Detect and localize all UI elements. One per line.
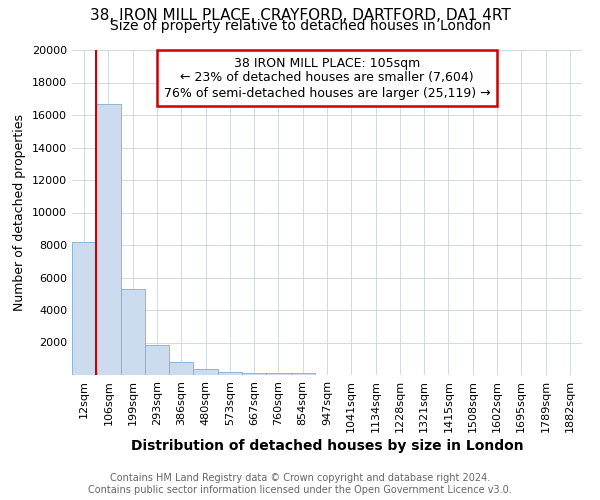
Bar: [96, 104, 121, 375]
Bar: [193, 369, 218, 375]
Bar: [266, 374, 290, 375]
Text: 38, IRON MILL PLACE, CRAYFORD, DARTFORD, DA1 4RT: 38, IRON MILL PLACE, CRAYFORD, DARTFORD,…: [89, 8, 511, 22]
X-axis label: Distribution of detached houses by size in London: Distribution of detached houses by size …: [131, 439, 523, 453]
Bar: [242, 373, 266, 375]
Text: 38 IRON MILL PLACE: 105sqm
← 23% of detached houses are smaller (7,604)
76% of s: 38 IRON MILL PLACE: 105sqm ← 23% of deta…: [164, 56, 490, 100]
Bar: [72, 242, 96, 375]
Text: Contains HM Land Registry data © Crown copyright and database right 2024.
Contai: Contains HM Land Registry data © Crown c…: [88, 474, 512, 495]
Bar: [218, 372, 242, 375]
Text: Size of property relative to detached houses in London: Size of property relative to detached ho…: [110, 19, 490, 33]
Bar: [121, 289, 145, 375]
Y-axis label: Number of detached properties: Number of detached properties: [13, 114, 26, 311]
Bar: [290, 373, 315, 375]
Bar: [169, 362, 193, 375]
Bar: [145, 345, 169, 375]
